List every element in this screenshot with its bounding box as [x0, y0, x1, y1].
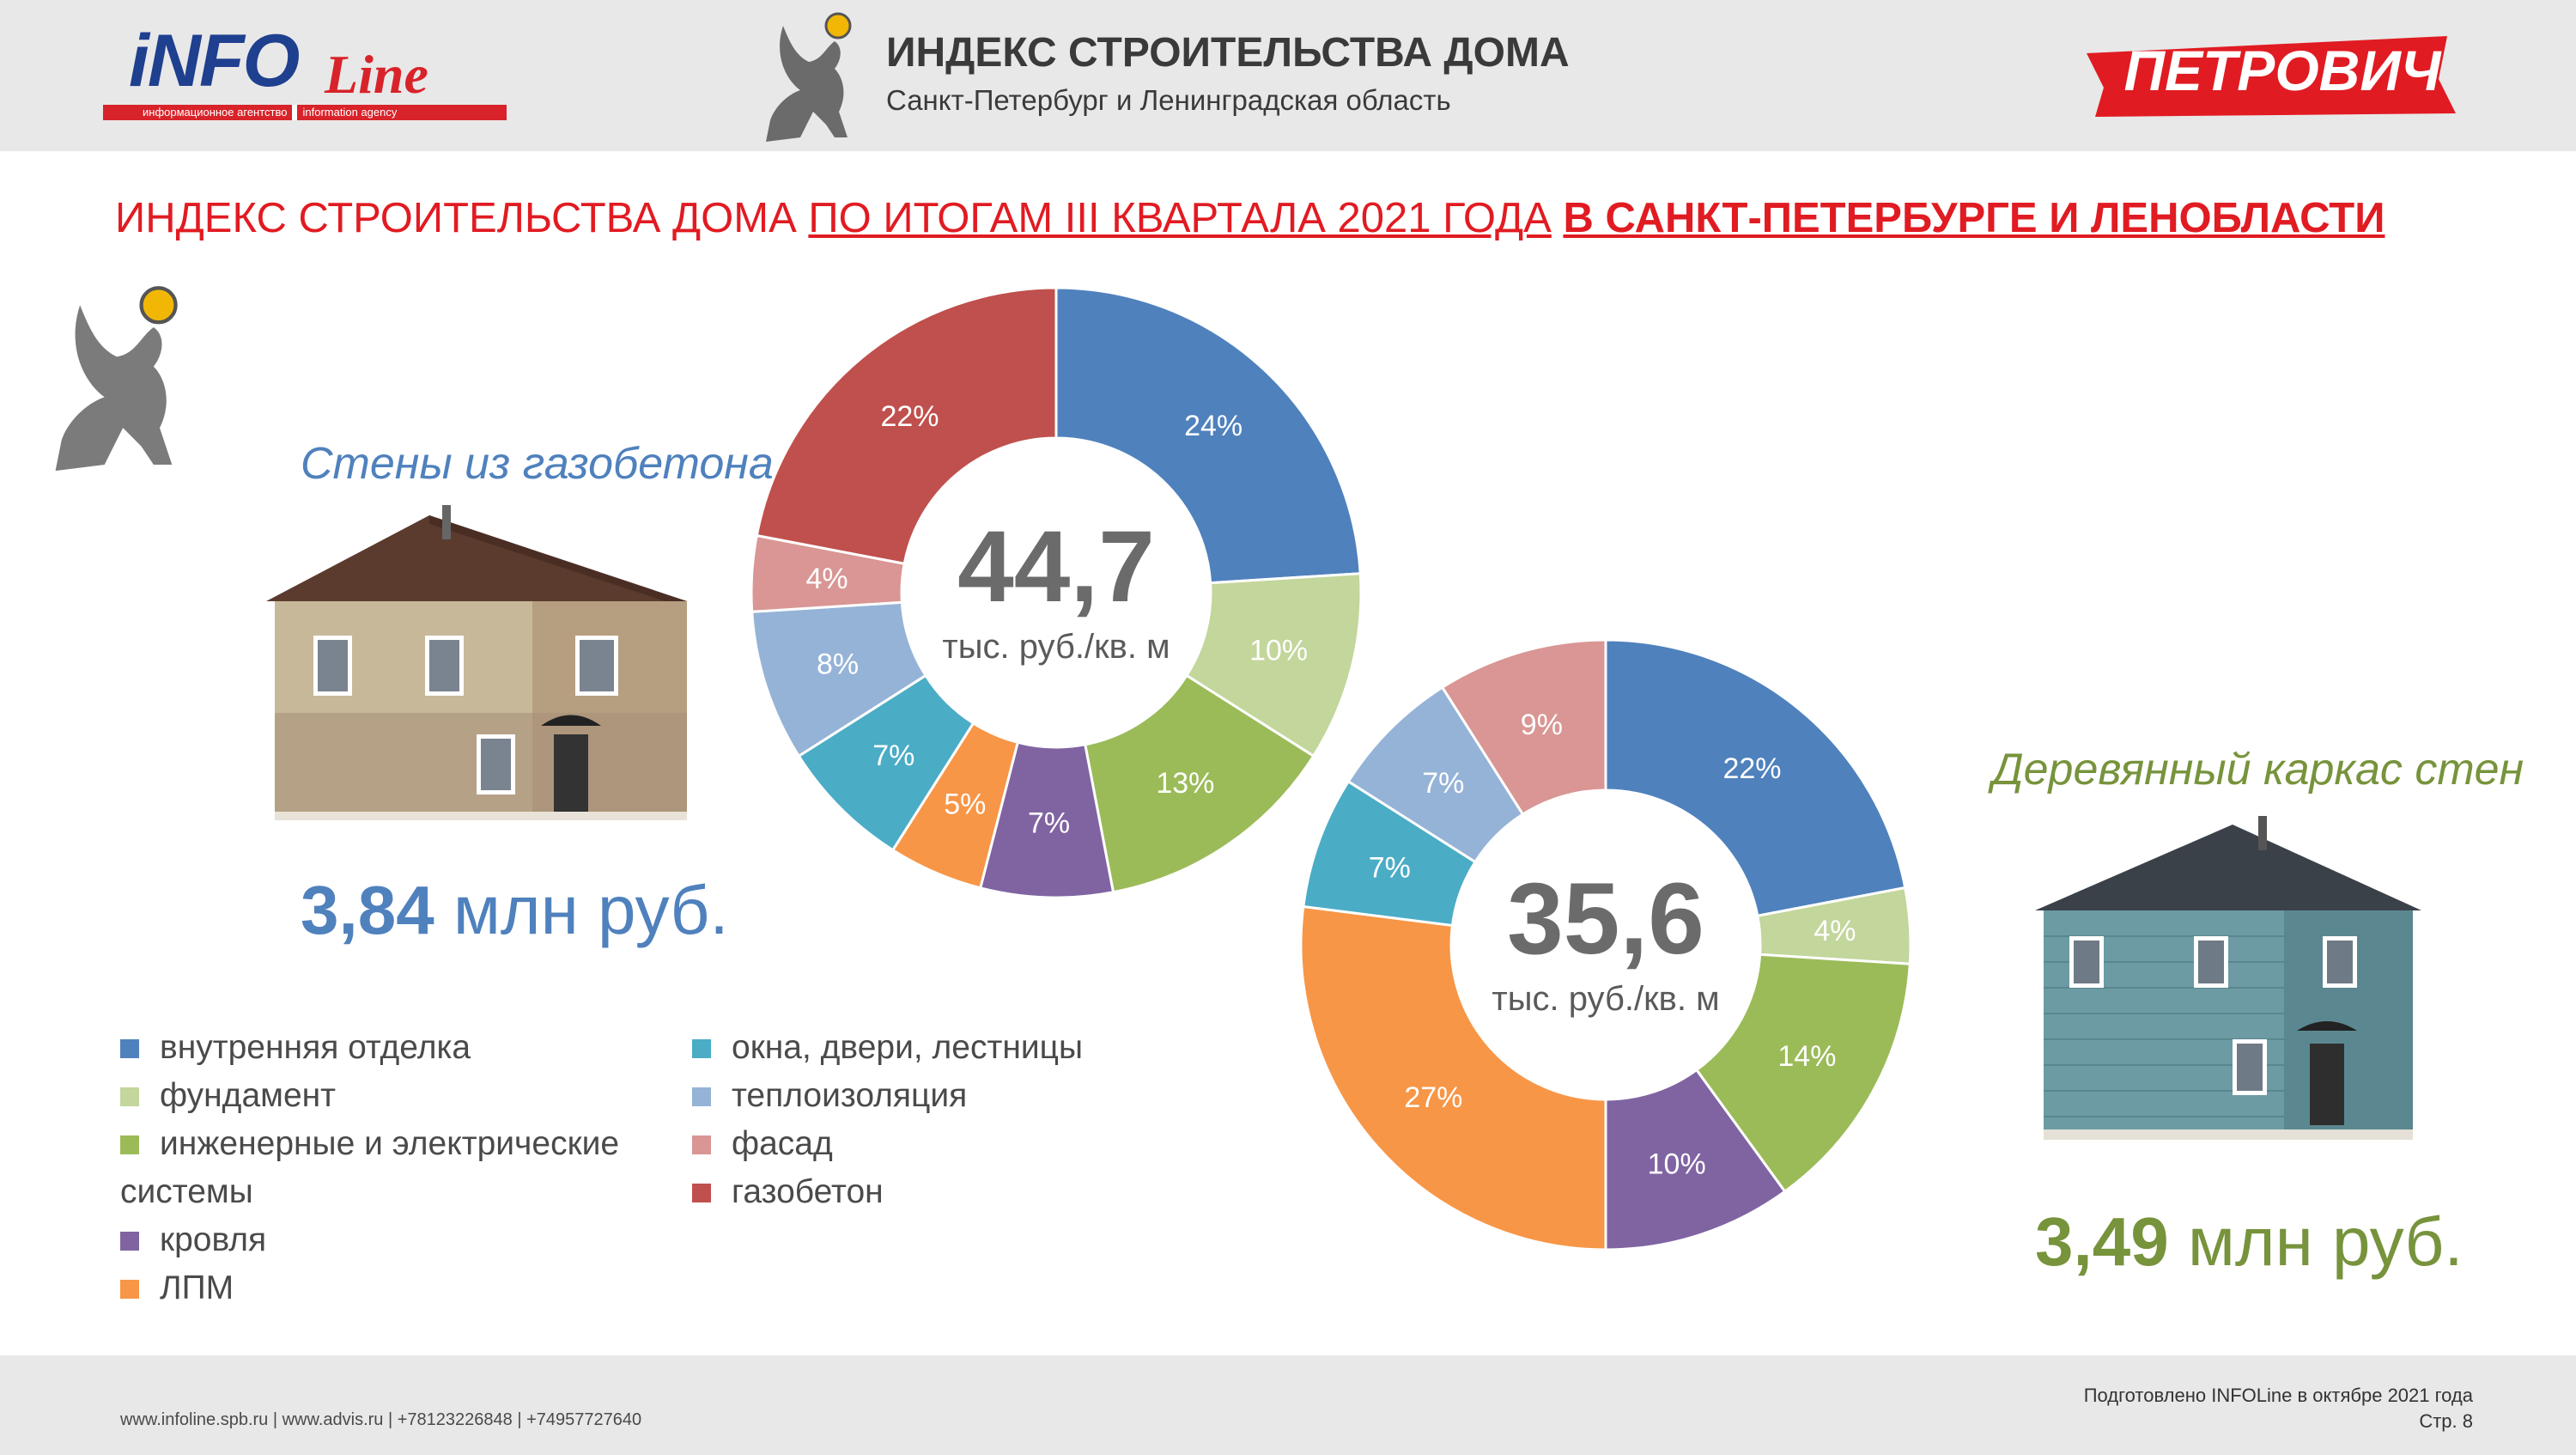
slice-data-label: 4%	[805, 563, 848, 595]
page-title: ИНДЕКС СТРОИТЕЛЬСТВА ДОМА ПО ИТОГАМ III …	[115, 194, 2385, 242]
footer-info: Подготовлено INFOLine в октябре 2021 год…	[2084, 1383, 2473, 1434]
slice-data-label: 22%	[1722, 752, 1781, 785]
left-price-value: 3,84	[301, 872, 434, 948]
slice-data-label: 5%	[944, 788, 986, 820]
legend-label: кровля	[160, 1221, 267, 1258]
infoline-logo-tagline: информационное агентство information agen…	[103, 105, 507, 120]
legend-label: окна, двери, лестницы	[732, 1029, 1084, 1066]
slice-data-label: 14%	[1777, 1040, 1836, 1073]
right-house-label: Деревянный каркас стен	[1992, 745, 2524, 794]
petrovich-logo-icon	[2087, 36, 2456, 117]
petrovich-brand-text: ПЕТРОВИЧ	[2123, 39, 2441, 102]
footer-prepared: Подготовлено INFOLine в октябре 2021 год…	[2083, 1385, 2473, 1406]
slice-data-label: 8%	[817, 648, 859, 681]
legend-label: фундамент	[160, 1077, 337, 1114]
legend-item-lumber: ЛПМ	[120, 1269, 653, 1318]
legend-label: фасад	[732, 1125, 833, 1162]
right-price-value: 3,49	[2035, 1203, 2169, 1280]
legend-swatch	[692, 1039, 711, 1058]
donut-chart-wood: 22% 4% 14% 10% 27% 7% 7% 9% 35,6 тыс. руб./кв. м	[1299, 638, 1912, 1251]
slice-data-label: 7%	[1028, 807, 1070, 839]
footer-bar	[0, 1355, 2576, 1455]
right-house-price: 3,49 млн руб.	[2035, 1202, 2464, 1281]
legend-swatch	[692, 1087, 711, 1106]
legend-item-aerated: газобетон	[692, 1173, 1173, 1221]
infoline-logo-info: iNFO	[129, 20, 300, 102]
legend-item-facade: фасад	[692, 1125, 1173, 1173]
legend-item-roof: кровля	[120, 1221, 653, 1269]
left-house-label: Стены из газобетона	[301, 439, 774, 489]
legend-swatch	[120, 1135, 139, 1154]
legend-column-2: окна, двери, лестницы теплоизоляция фаса…	[692, 1029, 1173, 1221]
donut-slice	[1054, 286, 1362, 585]
center-unit: тыс. руб./кв. м	[942, 628, 1170, 666]
legend-label: ЛПМ	[160, 1269, 234, 1306]
legend-swatch	[692, 1184, 711, 1202]
title-space	[1552, 195, 1564, 241]
legend-swatch	[120, 1039, 139, 1058]
slice-data-label: 13%	[1156, 767, 1214, 800]
legend-label: инженерные и электрические	[160, 1125, 620, 1162]
header-subtitle: Санкт-Петербург и Ленинградская область	[886, 84, 1451, 116]
legend-label: внутренняя отделка	[160, 1029, 471, 1066]
legend-swatch	[692, 1135, 711, 1154]
legend-swatch	[120, 1232, 139, 1251]
legend-item-engineering: инженерные и электрические	[120, 1125, 653, 1173]
header-title: ИНДЕКС СТРОИТЕЛЬСТВА ДОМА	[886, 30, 1570, 76]
griffin-large-icon	[55, 286, 178, 472]
page-number: Стр. 8	[2419, 1410, 2473, 1432]
slice-data-label: 7%	[1422, 767, 1464, 800]
wood-frame-house-icon	[2035, 816, 2421, 1140]
footer-contacts: www.infoline.spb.ru | www.advis.ru | +78…	[120, 1410, 642, 1429]
infoline-logo-line: Line	[325, 44, 428, 105]
legend-item-insulation: теплоизоляция	[692, 1077, 1173, 1125]
legend-column-1: внутренняя отделка фундамент инженерные …	[120, 1029, 653, 1318]
center-unit: тыс. руб./кв. м	[1492, 980, 1719, 1018]
legend-item-windows: окна, двери, лестницы	[692, 1029, 1173, 1077]
slice-data-label: 10%	[1249, 635, 1308, 667]
legend-label-cont: системы	[120, 1173, 253, 1210]
slice-data-label: 7%	[1369, 851, 1411, 884]
donut-chart-aerated: 24% 10% 13% 7% 5% 7% 8% 4% 22% 44,7 тыс. руб./кв. …	[750, 286, 1363, 899]
slice-data-label: 22%	[880, 400, 939, 433]
legend-item-engineering-cont: системы	[120, 1173, 653, 1221]
title-part-2: ПО ИТОГАМ III КВАРТАЛА 2021 ГОДА	[808, 195, 1552, 241]
title-part-1: ИНДЕКС СТРОИТЕЛЬСТВА ДОМА	[115, 195, 809, 241]
slice-data-label: 27%	[1404, 1081, 1462, 1114]
slice-data-label: 10%	[1648, 1148, 1706, 1180]
griffin-icon	[766, 12, 852, 142]
legend-item-foundation: фундамент	[120, 1077, 653, 1125]
left-price-unit: млн руб.	[434, 872, 729, 948]
title-part-3: В САНКТ-ПЕТЕРБУРГЕ И ЛЕНОБЛАСТИ	[1563, 195, 2385, 241]
slice-data-label: 24%	[1184, 410, 1242, 442]
aerated-concrete-house-icon	[266, 505, 687, 820]
right-price-unit: млн руб.	[2168, 1203, 2464, 1280]
legend-swatch	[120, 1280, 139, 1299]
slice-data-label: 7%	[872, 740, 914, 772]
donut-hole	[1451, 790, 1760, 1099]
slice-data-label: 9%	[1521, 709, 1563, 741]
logo-tag-ru: информационное агентство	[143, 106, 288, 119]
legend-label: теплоизоляция	[732, 1077, 968, 1114]
legend-item-interior: внутренняя отделка	[120, 1029, 653, 1077]
center-value: 44,7	[957, 510, 1155, 624]
donut-hole	[902, 438, 1211, 747]
left-house-price: 3,84 млн руб.	[301, 871, 729, 950]
legend-swatch	[120, 1087, 139, 1106]
legend-label: газобетон	[732, 1173, 884, 1210]
center-value: 35,6	[1507, 862, 1704, 976]
logo-tag-en: information agency	[302, 106, 398, 119]
slice-data-label: 4%	[1814, 915, 1856, 947]
